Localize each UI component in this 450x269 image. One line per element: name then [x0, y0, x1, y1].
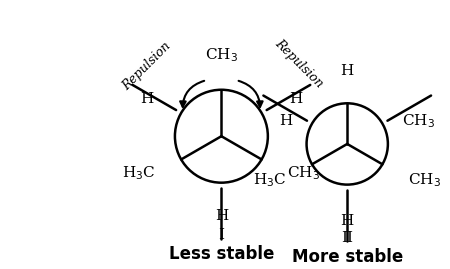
Text: Less stable: Less stable [169, 245, 274, 263]
Text: H: H [140, 93, 153, 107]
Text: CH$_3$: CH$_3$ [402, 112, 436, 130]
Text: CH$_3$: CH$_3$ [205, 46, 238, 63]
Text: H: H [279, 114, 292, 128]
Text: II: II [341, 231, 353, 245]
Text: H$_3$C: H$_3$C [253, 171, 286, 189]
Text: H: H [341, 214, 354, 228]
Text: More stable: More stable [292, 247, 403, 266]
Text: H: H [341, 64, 354, 78]
Text: I: I [218, 228, 225, 242]
Text: H: H [289, 93, 302, 107]
Text: CH$_3$: CH$_3$ [408, 171, 441, 189]
Text: Repulsion: Repulsion [272, 37, 325, 90]
Text: Repulsion: Repulsion [120, 40, 174, 93]
Text: H: H [215, 209, 228, 223]
Text: H$_3$C: H$_3$C [122, 164, 156, 182]
Text: CH$_3$: CH$_3$ [287, 164, 320, 182]
